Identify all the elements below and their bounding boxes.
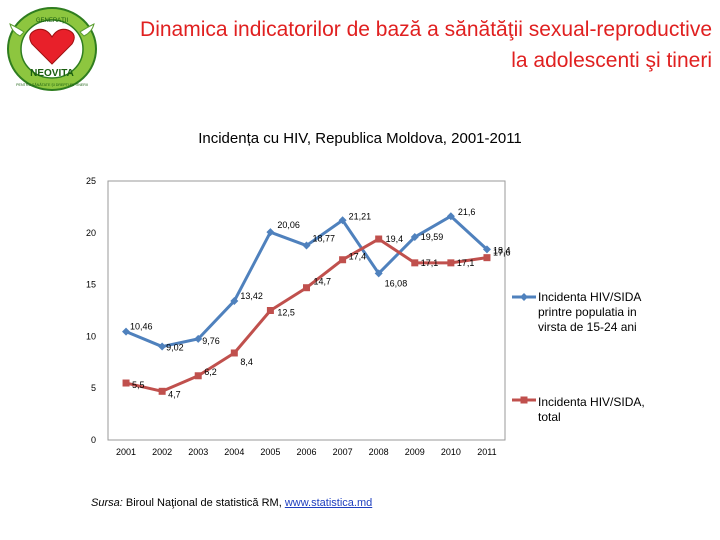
y-tick-label: 10	[86, 331, 96, 341]
slide-title-line1: Dinamica indicatorilor de bază a sănătăţ…	[140, 18, 712, 41]
x-tick-label: 2009	[405, 447, 425, 457]
data-point-total	[266, 307, 274, 314]
data-point-youth	[482, 245, 491, 254]
data-label: 9,76	[202, 336, 220, 346]
data-label: 8,4	[240, 357, 253, 367]
data-label: 19,4	[386, 234, 404, 244]
legend-marker-youth	[520, 293, 528, 301]
data-label: 10,46	[130, 322, 153, 332]
x-tick-label: 2011	[477, 447, 496, 457]
x-tick-label: 2004	[224, 447, 244, 457]
source-text: Biroul Naţional de statistică RM,	[122, 497, 285, 509]
data-point-youth	[230, 296, 239, 305]
data-label: 21,21	[349, 211, 372, 221]
logo-text-bottom: PENTRU SĂNĂTATE ŞI DREPTURI TINERII	[16, 83, 88, 87]
data-label: 6,2	[204, 367, 217, 377]
data-point-youth	[122, 327, 131, 336]
data-point-total	[158, 387, 166, 395]
chart-title: Incidența cu HIV, Republica Moldova, 200…	[198, 130, 522, 147]
plot-area-frame	[107, 180, 506, 441]
neovita-logo: GENERAŢII NEOVITA PENTRU SĂNĂTATE ŞI DRE…	[7, 7, 97, 91]
data-point-total	[483, 254, 491, 262]
legend-label-total: Incidenta HIV/SIDA, total	[538, 395, 645, 424]
data-label: 5,5	[132, 380, 145, 390]
heart-with-wings-icon	[9, 23, 95, 65]
data-label: 20,06	[277, 220, 300, 230]
data-label: 9,02	[166, 343, 184, 353]
data-label: 14,7	[314, 277, 332, 287]
y-tick-label: 15	[86, 280, 96, 290]
x-tick-label: 2001	[116, 447, 136, 457]
x-tick-label: 2002	[152, 447, 172, 457]
data-point-youth	[374, 269, 383, 278]
source-label: Sursa:	[91, 497, 123, 509]
data-point-youth	[338, 216, 347, 225]
data-label: 17,1	[457, 258, 475, 268]
source-note: Sursa: Biroul Naţional de statistică RM,…	[91, 497, 372, 509]
data-label: 16,08	[385, 278, 408, 288]
y-tick-label: 20	[86, 228, 96, 238]
data-label: 17,1	[421, 258, 439, 268]
x-tick-label: 2008	[369, 447, 389, 457]
data-label: 21,6	[458, 207, 476, 217]
data-point-total	[375, 235, 383, 243]
data-label: 13,42	[240, 291, 263, 301]
data-point-youth	[410, 233, 419, 242]
data-point-total	[447, 259, 455, 267]
slide-title-line2: la adolescenti şi tineri	[511, 49, 712, 72]
data-point-total	[122, 379, 130, 387]
x-tick-label: 2006	[296, 447, 316, 457]
logo-text-main: NEOVITA	[30, 68, 74, 79]
x-tick-label: 2003	[188, 447, 208, 457]
data-point-youth	[266, 228, 275, 237]
data-point-total	[230, 349, 238, 357]
data-point-total	[194, 372, 202, 380]
y-tick-label: 25	[86, 176, 96, 186]
data-point-youth	[302, 241, 311, 250]
logo-text-top: GENERAŢII	[36, 18, 69, 24]
y-tick-label: 5	[91, 383, 96, 393]
x-tick-label: 2007	[333, 447, 353, 457]
data-label: 12,5	[277, 308, 295, 318]
data-point-youth	[446, 212, 455, 221]
data-label: 17,4	[349, 252, 367, 262]
legend-marker-total	[520, 396, 528, 404]
data-label: 4,7	[168, 389, 181, 399]
y-tick-label: 0	[91, 435, 96, 445]
data-point-youth	[194, 334, 203, 343]
x-tick-label: 2010	[441, 447, 461, 457]
source-link[interactable]: www.statistica.md	[284, 497, 373, 509]
data-label: 18,4	[493, 245, 511, 255]
data-point-total	[339, 256, 347, 264]
data-label: 17,6	[493, 248, 511, 258]
data-label: 19,59	[421, 232, 444, 242]
data-label: 18,77	[313, 234, 336, 244]
data-point-total	[411, 259, 419, 267]
data-point-total	[303, 284, 310, 292]
legend-label-youth: Incidenta HIV/SIDA printre populatia in …	[538, 290, 641, 334]
x-tick-label: 2005	[260, 447, 280, 457]
data-point-youth	[158, 342, 167, 351]
